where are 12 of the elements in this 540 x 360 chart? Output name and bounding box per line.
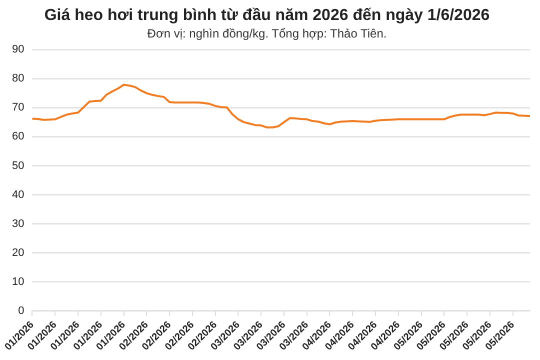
y-tick-label: 10	[12, 276, 24, 288]
y-tick-label: 80	[12, 72, 24, 85]
y-tick-label: 50	[12, 160, 24, 172]
y-tick-label: 70	[12, 102, 24, 114]
chart-title: Giá heo hơi trung bình từ đầu năm 2026 đến ngày 1/6/2026	[44, 7, 490, 24]
y-tick-label: 90	[12, 44, 24, 56]
y-tick-label: 0	[18, 304, 24, 317]
y-tick-label: 40	[12, 188, 24, 201]
y-tick-label: 30	[12, 218, 24, 230]
chart-subtitle: Đơn vị: nghìn đồng/kg. Tổng hợp: Thảo Tiên.	[147, 26, 387, 41]
y-tick-label: 20	[12, 246, 24, 259]
y-tick-label: 60	[12, 130, 24, 143]
